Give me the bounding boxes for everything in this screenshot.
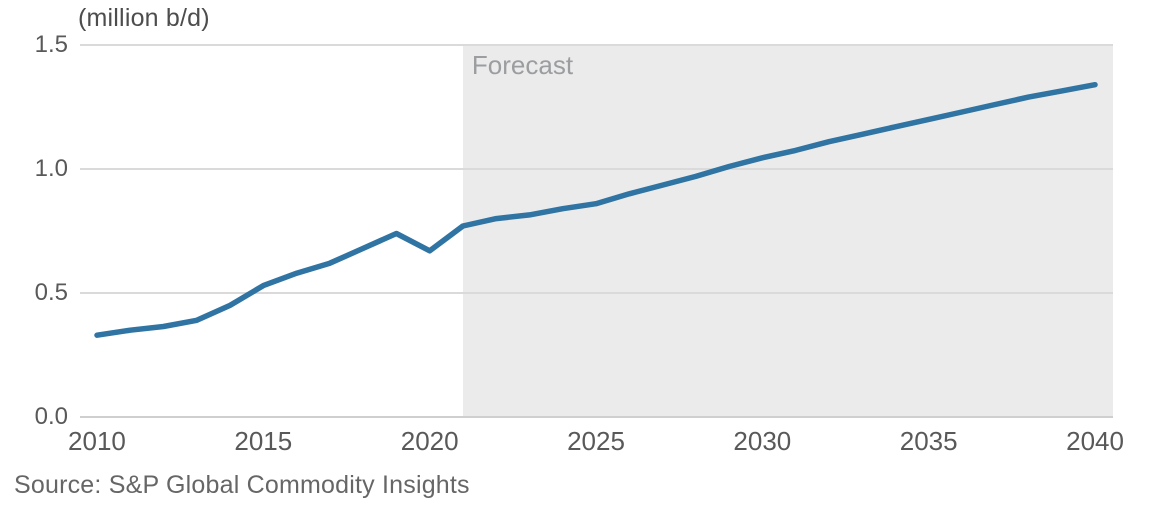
x-tick-label: 2040 (1066, 426, 1124, 456)
gridline-y-0 (80, 416, 1113, 418)
x-tick-label: 2010 (68, 426, 126, 456)
gridline-y-1 (80, 168, 1113, 170)
x-tick-label: 2015 (234, 426, 293, 456)
gridline-y-0.5 (80, 292, 1113, 294)
y-tick-label: 1.0 (34, 155, 68, 182)
gridline-y-1.5 (80, 44, 1113, 46)
x-tick-label: 2035 (899, 426, 958, 456)
forecast-region: Forecast (462, 45, 1113, 417)
y-tick-label: 0.5 (34, 279, 68, 306)
x-tick-label: 2020 (400, 426, 459, 456)
forecast-label: Forecast (471, 50, 574, 80)
x-tick-label: 2025 (567, 426, 625, 456)
x-tick-label: 2030 (733, 426, 792, 456)
source-caption: Source: S&P Global Commodity Insights (14, 471, 470, 499)
y-tick-label: 0.0 (34, 403, 68, 430)
y-tick-label: 1.5 (34, 31, 68, 58)
y-axis-unit-label: (million b/d) (78, 4, 210, 32)
